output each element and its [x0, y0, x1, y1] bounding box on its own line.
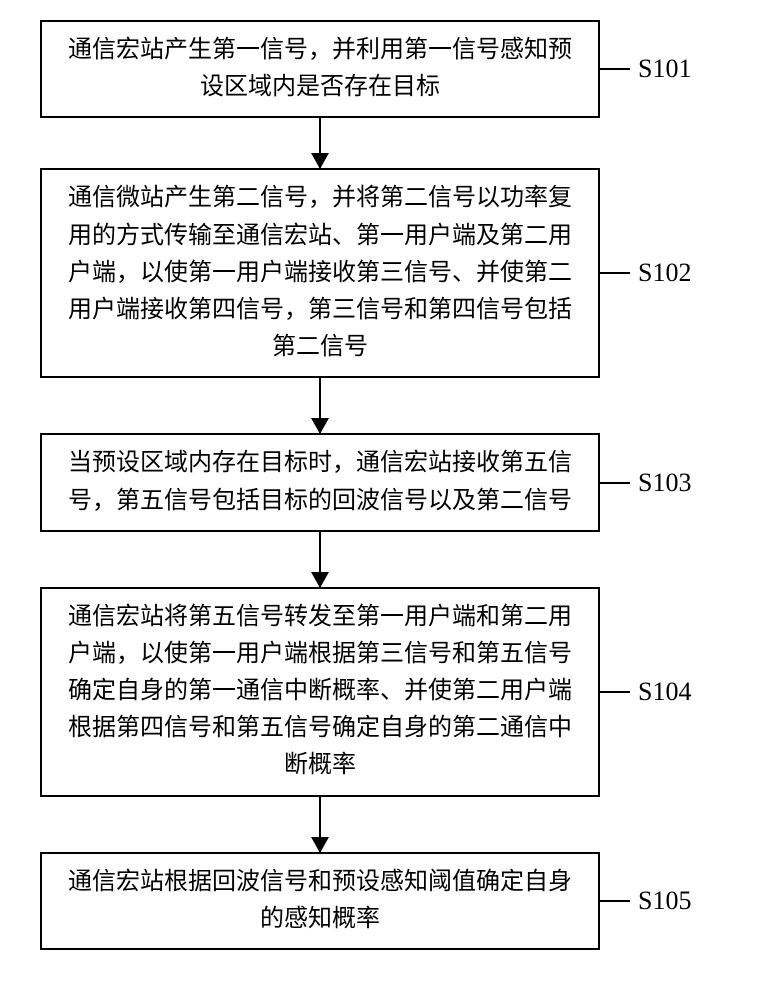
- hline: [600, 272, 630, 274]
- hline: [600, 900, 630, 902]
- flow-box-text: 通信微站产生第二信号，并将第二信号以功率复用的方式传输至通信宏站、第一用户端及第…: [68, 185, 572, 360]
- step-connector: S102: [600, 258, 691, 288]
- flow-box-text: 当预设区域内存在目标时，通信宏站接收第五信号，第五信号包括目标的回波信号以及第二…: [68, 450, 572, 513]
- step-label: S105: [638, 886, 691, 916]
- step-connector: S101: [600, 54, 691, 84]
- arrow-down: [319, 797, 321, 852]
- hline: [600, 68, 630, 70]
- arrow-wrap: [40, 118, 600, 168]
- arrow-down: [319, 532, 321, 587]
- step-label: S101: [638, 54, 691, 84]
- flow-step-s101: 通信宏站产生第一信号，并利用第一信号感知预设区域内是否存在目标 S101: [40, 20, 728, 118]
- arrow-down: [319, 118, 321, 168]
- step-connector: S105: [600, 886, 691, 916]
- flowchart-container: 通信宏站产生第一信号，并利用第一信号感知预设区域内是否存在目标 S101 通信微…: [40, 20, 728, 950]
- flow-step-s103: 当预设区域内存在目标时，通信宏站接收第五信号，第五信号包括目标的回波信号以及第二…: [40, 433, 728, 531]
- arrow-wrap: [40, 378, 600, 433]
- flow-step-s105: 通信宏站根据回波信号和预设感知阈值确定自身的感知概率 S105: [40, 852, 728, 950]
- step-label: S102: [638, 258, 691, 288]
- step-label: S104: [638, 677, 691, 707]
- arrow-wrap: [40, 532, 600, 587]
- flow-box: 当预设区域内存在目标时，通信宏站接收第五信号，第五信号包括目标的回波信号以及第二…: [40, 433, 600, 531]
- flow-box-text: 通信宏站根据回波信号和预设感知阈值确定自身的感知概率: [68, 869, 572, 932]
- hline: [600, 482, 630, 484]
- arrow-wrap: [40, 797, 600, 852]
- flow-box: 通信微站产生第二信号，并将第二信号以功率复用的方式传输至通信宏站、第一用户端及第…: [40, 168, 600, 378]
- flow-box-text: 通信宏站产生第一信号，并利用第一信号感知预设区域内是否存在目标: [68, 37, 572, 100]
- flow-step-s104: 通信宏站将第五信号转发至第一用户端和第二用户端，以使第一用户端根据第三信号和第五…: [40, 587, 728, 797]
- flow-box: 通信宏站产生第一信号，并利用第一信号感知预设区域内是否存在目标: [40, 20, 600, 118]
- flow-box-text: 通信宏站将第五信号转发至第一用户端和第二用户端，以使第一用户端根据第三信号和第五…: [68, 604, 572, 779]
- flow-box: 通信宏站将第五信号转发至第一用户端和第二用户端，以使第一用户端根据第三信号和第五…: [40, 587, 600, 797]
- flow-box: 通信宏站根据回波信号和预设感知阈值确定自身的感知概率: [40, 852, 600, 950]
- step-connector: S103: [600, 468, 691, 498]
- arrow-down: [319, 378, 321, 433]
- hline: [600, 691, 630, 693]
- step-label: S103: [638, 468, 691, 498]
- flow-step-s102: 通信微站产生第二信号，并将第二信号以功率复用的方式传输至通信宏站、第一用户端及第…: [40, 168, 728, 378]
- step-connector: S104: [600, 677, 691, 707]
